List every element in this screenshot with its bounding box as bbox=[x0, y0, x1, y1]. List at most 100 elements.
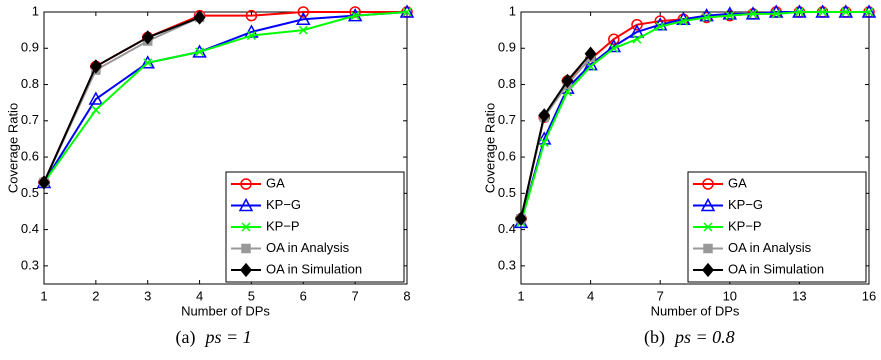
x-tick-label: 4 bbox=[196, 288, 203, 303]
caption: ps = 1 bbox=[204, 327, 252, 347]
y-tick-label: 0.6 bbox=[498, 149, 516, 164]
y-axis-label: Coverage Ratio bbox=[5, 103, 20, 193]
data-point bbox=[771, 9, 781, 19]
legend-marker bbox=[241, 222, 251, 232]
y-axis-label: Coverage Ratio bbox=[482, 103, 497, 193]
data-point bbox=[609, 43, 619, 53]
legend-marker bbox=[240, 178, 252, 190]
data-point bbox=[538, 108, 551, 123]
y-tick-label: 0.9 bbox=[21, 40, 39, 55]
legend-label: OA in Analysis bbox=[266, 240, 350, 255]
series-line bbox=[43, 11, 408, 184]
data-point bbox=[143, 58, 153, 68]
legend-marker bbox=[702, 178, 714, 190]
x-tick-label: 13 bbox=[792, 288, 806, 303]
data-point bbox=[655, 21, 665, 32]
x-tick-label: 4 bbox=[587, 288, 594, 303]
legend-label: GA bbox=[266, 175, 285, 190]
y-tick-label: 0.3 bbox=[498, 257, 516, 272]
data-point bbox=[245, 9, 258, 22]
legend-label: KP−P bbox=[266, 218, 300, 233]
data-point bbox=[402, 7, 412, 17]
data-point bbox=[629, 24, 645, 38]
y-tick-label: 1 bbox=[509, 3, 516, 18]
y-tick-label: 0.6 bbox=[21, 149, 39, 164]
data-point bbox=[298, 25, 308, 35]
chart: 0.3 0.4 0.5 0.6 0.7 0.8 0.9 1 1 4 7 10 13 16 Number of… bbox=[482, 3, 877, 348]
data-point bbox=[678, 16, 688, 26]
x-tick-label: 5 bbox=[248, 288, 255, 303]
y-tick-label: 0.5 bbox=[21, 185, 39, 200]
x-axis-label: Number of DPs bbox=[651, 303, 740, 318]
caption: ps = 0.8 bbox=[673, 327, 735, 347]
data-point bbox=[38, 175, 50, 190]
y-tick-label: 1 bbox=[32, 3, 39, 18]
data-point bbox=[584, 46, 597, 61]
data-point bbox=[561, 73, 574, 89]
legend-label: KP−P bbox=[728, 218, 762, 233]
x-tick-label: 1 bbox=[40, 288, 47, 303]
data-point bbox=[193, 10, 206, 25]
data-point bbox=[702, 12, 712, 22]
series-line bbox=[520, 53, 592, 219]
data-point bbox=[632, 34, 642, 44]
y-tick-label: 0.5 bbox=[498, 185, 516, 200]
legend-marker bbox=[702, 262, 714, 278]
x-tick-label: 7 bbox=[657, 288, 664, 303]
caption-label: (b) bbox=[644, 327, 665, 348]
data-point bbox=[794, 7, 804, 17]
y-tick-label: 0.7 bbox=[498, 112, 516, 127]
data-point bbox=[841, 7, 851, 17]
y-tick-label: 0.9 bbox=[498, 40, 516, 55]
y-tick-label: 0.4 bbox=[21, 221, 39, 236]
legend-label: GA bbox=[728, 175, 747, 190]
data-point bbox=[725, 11, 735, 21]
y-tick-label: 0.7 bbox=[21, 112, 39, 127]
x-tick-label: 3 bbox=[144, 288, 151, 303]
data-point bbox=[748, 9, 758, 19]
data-point bbox=[246, 31, 256, 41]
legend-marker bbox=[700, 197, 716, 212]
data-point bbox=[296, 11, 311, 26]
x-tick-label: 7 bbox=[352, 288, 359, 303]
data-point bbox=[91, 105, 101, 115]
series-line bbox=[520, 11, 869, 223]
series-line bbox=[43, 16, 200, 183]
data-point bbox=[89, 59, 102, 74]
x-tick-label: 16 bbox=[862, 288, 876, 303]
x-tick-label: 2 bbox=[92, 288, 99, 303]
legend-label: OA in Simulation bbox=[266, 261, 362, 276]
data-point bbox=[586, 61, 596, 71]
data-point bbox=[195, 47, 205, 57]
x-tick-label: 8 bbox=[403, 288, 410, 303]
data-point bbox=[349, 6, 361, 18]
x-tick-label: 6 bbox=[300, 288, 307, 303]
data-point bbox=[818, 7, 828, 17]
data-point bbox=[608, 33, 620, 45]
data-point bbox=[350, 11, 360, 21]
chart: 0.3 0.4 0.5 0.6 0.7 0.8 0.9 1 1 2 3 4 5 6 7 8 Number of … bbox=[5, 3, 415, 348]
legend-marker bbox=[241, 243, 251, 254]
y-tick-label: 0.4 bbox=[498, 221, 516, 236]
data-point bbox=[631, 18, 643, 31]
legend-marker bbox=[703, 243, 713, 254]
x-tick-label: 10 bbox=[723, 288, 737, 303]
legend-marker bbox=[238, 197, 254, 212]
x-tick-label: 1 bbox=[517, 288, 524, 303]
caption-label: (a) bbox=[176, 327, 196, 348]
legend-marker bbox=[240, 262, 252, 278]
legend-label: OA in Simulation bbox=[728, 261, 824, 276]
series-line bbox=[43, 11, 408, 183]
legend-label: KP−G bbox=[728, 197, 763, 212]
data-point bbox=[88, 91, 104, 105]
data-point bbox=[539, 138, 549, 148]
legend-label: OA in Analysis bbox=[728, 240, 812, 255]
data-point bbox=[244, 24, 259, 38]
data-point bbox=[515, 211, 527, 226]
y-tick-label: 0.8 bbox=[498, 76, 516, 91]
legend-marker bbox=[703, 222, 713, 232]
legend-label: KP−G bbox=[266, 197, 301, 212]
x-axis-label: Number of DPs bbox=[181, 303, 270, 318]
data-point bbox=[141, 30, 154, 45]
